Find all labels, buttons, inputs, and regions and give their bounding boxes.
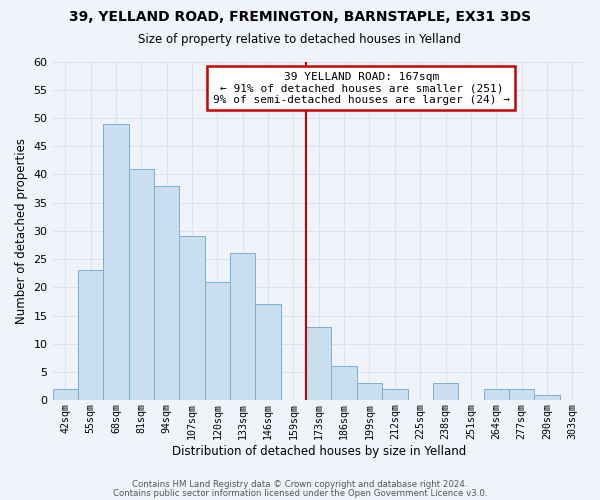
Text: 39 YELLAND ROAD: 167sqm
← 91% of detached houses are smaller (251)
9% of semi-de: 39 YELLAND ROAD: 167sqm ← 91% of detache… [213, 72, 510, 105]
Bar [484, 389, 509, 400]
Bar [53, 389, 78, 400]
Text: Contains HM Land Registry data © Crown copyright and database right 2024.: Contains HM Land Registry data © Crown c… [132, 480, 468, 489]
Text: Size of property relative to detached houses in Yelland: Size of property relative to detached ho… [139, 32, 461, 46]
Bar [306, 327, 331, 400]
Bar [103, 124, 128, 400]
Bar [433, 383, 458, 400]
Bar [256, 304, 281, 400]
Bar [357, 383, 382, 400]
Bar [230, 254, 256, 400]
Bar [154, 186, 179, 400]
Bar [509, 389, 534, 400]
Bar [382, 389, 407, 400]
Bar [179, 236, 205, 400]
Bar [331, 366, 357, 400]
Bar [205, 282, 230, 400]
Y-axis label: Number of detached properties: Number of detached properties [15, 138, 28, 324]
Text: Contains public sector information licensed under the Open Government Licence v3: Contains public sector information licen… [113, 489, 487, 498]
Bar [534, 394, 560, 400]
Bar [78, 270, 103, 400]
Bar [128, 168, 154, 400]
Text: 39, YELLAND ROAD, FREMINGTON, BARNSTAPLE, EX31 3DS: 39, YELLAND ROAD, FREMINGTON, BARNSTAPLE… [69, 10, 531, 24]
X-axis label: Distribution of detached houses by size in Yelland: Distribution of detached houses by size … [172, 444, 466, 458]
